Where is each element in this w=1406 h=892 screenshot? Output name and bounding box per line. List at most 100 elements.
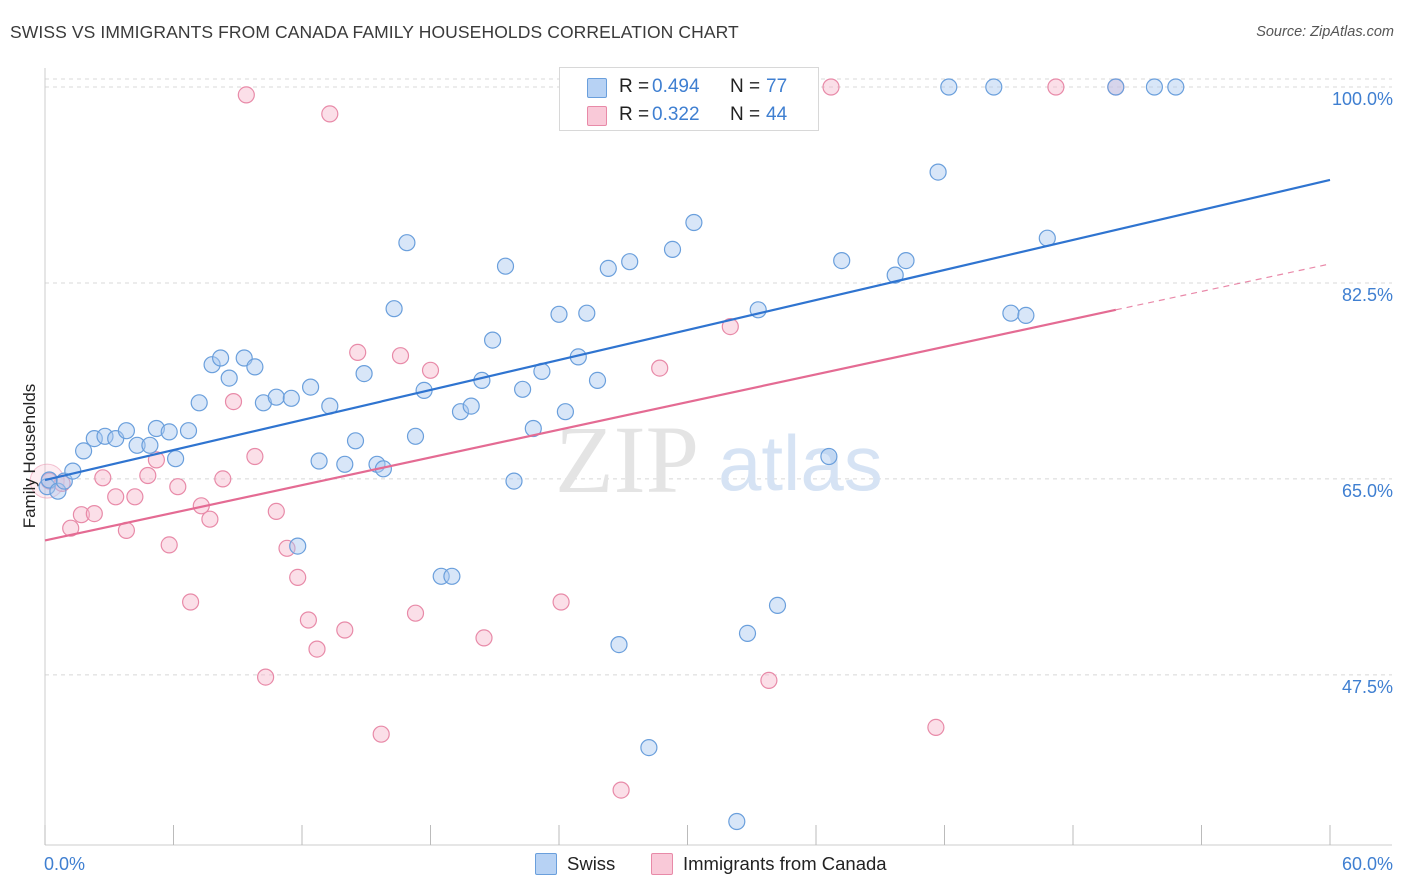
swiss-point xyxy=(355,365,373,383)
canada-point xyxy=(126,488,144,506)
canada-r-value: 0.322 xyxy=(652,104,700,125)
swiss-point xyxy=(738,624,757,643)
canada-n-label: N = xyxy=(730,104,761,125)
swiss-n-label: N = xyxy=(730,76,761,97)
swiss-point xyxy=(940,78,958,96)
swiss-point xyxy=(578,304,596,322)
swiss-point xyxy=(1167,78,1185,96)
canada-swatch xyxy=(587,106,607,126)
canada-point xyxy=(85,504,103,523)
canada-point xyxy=(552,593,570,611)
canada-point xyxy=(278,539,296,557)
swiss-point xyxy=(128,436,146,454)
canada-point xyxy=(612,781,630,799)
canada-point xyxy=(336,621,354,639)
canada-point xyxy=(267,502,285,520)
canada-cluster-point xyxy=(29,463,65,499)
canada-point xyxy=(927,718,945,737)
swiss-point xyxy=(267,388,285,406)
legend-row-canada: R = 0.322 N = 44 xyxy=(560,102,818,130)
trend-lines xyxy=(44,178,1331,542)
canada-point xyxy=(72,506,91,524)
swiss-point xyxy=(621,253,639,271)
canada-point xyxy=(822,78,840,96)
canada-point xyxy=(107,488,125,506)
swiss-point xyxy=(310,452,328,470)
swiss-point xyxy=(385,300,403,318)
swiss-point xyxy=(588,371,607,389)
canada-point xyxy=(62,519,80,537)
swiss-point xyxy=(640,738,658,757)
canada-point xyxy=(224,393,243,411)
swiss-point xyxy=(462,397,480,415)
swiss-point xyxy=(897,252,915,270)
swiss-point xyxy=(167,450,185,468)
y-tick-label: 82.5% xyxy=(1342,285,1393,305)
canada-point xyxy=(246,447,264,466)
swiss-point xyxy=(768,596,787,615)
canada-point xyxy=(760,671,778,690)
swiss-point xyxy=(85,430,103,448)
swiss-point xyxy=(1107,78,1125,96)
canada-trend-line xyxy=(44,308,1117,542)
swiss-point xyxy=(985,78,1003,96)
canada-point xyxy=(160,536,178,554)
swiss-point xyxy=(505,472,523,490)
swiss-point xyxy=(346,432,365,450)
swiss-point xyxy=(220,369,238,387)
y-axis-label: Family Households xyxy=(20,384,39,529)
canada-point xyxy=(139,466,157,485)
swiss-point xyxy=(190,394,208,412)
canada-point xyxy=(721,318,739,336)
x-tick-label-min: 0.0% xyxy=(44,854,85,874)
swiss-point xyxy=(398,234,416,252)
canada-point xyxy=(169,478,187,496)
swiss-point xyxy=(147,419,165,438)
watermark: ZIP atlas xyxy=(555,406,883,513)
canada-point xyxy=(651,359,669,377)
swiss-swatch xyxy=(587,78,607,98)
canada-point xyxy=(391,347,410,365)
swiss-point xyxy=(212,349,230,367)
legend-row-swiss: R = 0.494 N = 77 xyxy=(560,74,818,102)
swiss-legend-swatch xyxy=(535,853,557,875)
source-credit: Source: ZipAtlas.com xyxy=(1256,24,1394,40)
swiss-point xyxy=(96,427,114,445)
swiss-point xyxy=(49,482,67,500)
canada-legend-label: Immigrants from Canada xyxy=(683,853,887,874)
canada-point xyxy=(201,510,219,528)
x-tick-label-max: 60.0% xyxy=(1342,854,1393,874)
swiss-point xyxy=(820,447,838,466)
canada-point xyxy=(475,629,493,647)
swiss-point xyxy=(886,266,904,284)
canada-point xyxy=(1047,78,1065,96)
swiss-point xyxy=(1145,78,1164,96)
swiss-point xyxy=(524,419,542,438)
canada-r-label: R = xyxy=(619,104,650,125)
canada-n-value: 44 xyxy=(766,104,788,125)
swiss-point xyxy=(484,331,502,349)
swiss-point xyxy=(451,403,470,421)
canada-point xyxy=(182,593,200,611)
swiss-point xyxy=(728,812,746,831)
y-tick-label: 100.0% xyxy=(1332,89,1393,109)
swiss-point xyxy=(1002,304,1020,322)
watermark-zip: ZIP xyxy=(555,406,699,513)
grid-layer xyxy=(45,78,1392,676)
canada-point xyxy=(308,640,326,658)
swiss-point xyxy=(443,567,461,585)
axes xyxy=(44,68,1392,846)
canada-point xyxy=(372,725,390,743)
canada-point xyxy=(406,604,425,622)
swiss-point xyxy=(141,436,159,454)
swiss-point xyxy=(117,422,136,440)
tick-labels: 47.5% 65.0% 82.5% 100.0% 0.0% 60.0% Family Hou… xyxy=(20,89,1393,874)
swiss-point xyxy=(289,537,307,555)
canada-point xyxy=(421,361,440,379)
watermark-atlas: atlas xyxy=(718,419,883,507)
swiss-point xyxy=(246,358,264,376)
canada-point xyxy=(94,469,112,487)
canada-point xyxy=(289,568,307,587)
canada-point xyxy=(321,105,339,123)
